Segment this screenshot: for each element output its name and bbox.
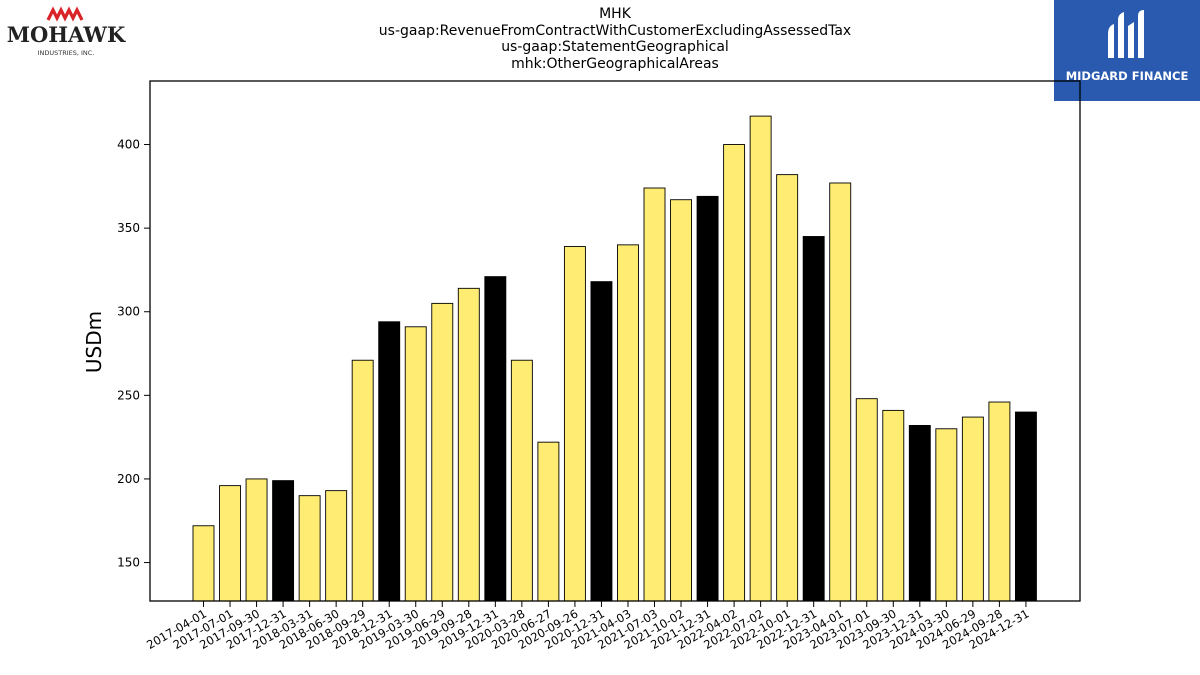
- bar: [537, 441, 560, 602]
- chart-title-concept: us-gaap:RevenueFromContractWithCustomerE…: [378, 22, 852, 39]
- bar: [192, 525, 215, 602]
- chart-title-statement: us-gaap:StatementGeographical: [501, 39, 729, 55]
- midgard-emblem-icon: [1108, 10, 1144, 58]
- chart-title-block: MHK us-gaap:RevenueFromContractWithCusto…: [0, 6, 1200, 72]
- bar: [590, 281, 613, 602]
- bar: [298, 495, 321, 602]
- mohawk-logo-subtitle: INDUSTRIES, INC.: [38, 49, 95, 57]
- bar: [749, 115, 772, 602]
- bar: [723, 144, 746, 602]
- bar: [351, 359, 374, 602]
- mohawk-logo-wordmark: MOHAWK: [7, 22, 126, 47]
- chart-title-member: mhk:OtherGeographicalAreas: [511, 55, 719, 72]
- bar: [404, 326, 427, 602]
- midgard-finance-logo: MIDGARD FINANCE: [1054, 0, 1200, 101]
- x-axis: 2017-04-012017-07-012017-09-302017-12-31…: [144, 601, 1031, 652]
- mohawk-logo: MOHAWK INDUSTRIES, INC.: [4, 4, 130, 60]
- bar: [643, 187, 666, 602]
- bar: [935, 428, 958, 602]
- bar: [325, 490, 348, 602]
- bar: [961, 416, 984, 602]
- bar: [617, 244, 639, 602]
- bar: [484, 276, 507, 602]
- y-tick-label: 300: [117, 305, 140, 319]
- bar: [908, 424, 931, 602]
- y-tick-label: 150: [117, 556, 140, 570]
- bar: [219, 485, 241, 602]
- plot-frame: [149, 80, 1081, 602]
- bar: [510, 359, 533, 602]
- bar-series: [192, 115, 1037, 602]
- bar: [882, 409, 905, 602]
- y-axis-label: USDm: [82, 311, 106, 373]
- mohawk-logo-graphic: MOHAWK INDUSTRIES, INC.: [7, 6, 126, 57]
- bar: [431, 302, 454, 602]
- bar: [272, 480, 295, 602]
- y-tick-label: 400: [117, 138, 140, 152]
- bar: [245, 478, 268, 602]
- bar: [855, 398, 878, 602]
- bar: [776, 174, 799, 602]
- y-tick-label: 350: [117, 221, 140, 235]
- bar: [457, 287, 480, 602]
- y-axis: 150 200 250 300 350 400: [117, 138, 150, 570]
- bar: [378, 321, 401, 602]
- bar: [802, 236, 825, 602]
- chart-title-ticker: MHK: [599, 6, 631, 22]
- mohawk-logo-mark: [46, 6, 84, 22]
- bar: [563, 246, 586, 602]
- bar: [670, 199, 692, 602]
- bar: [988, 401, 1011, 602]
- midgard-finance-wordmark: MIDGARD FINANCE: [1066, 69, 1189, 83]
- y-tick-label: 200: [117, 472, 140, 486]
- bar: [829, 182, 852, 602]
- y-tick-label: 250: [117, 388, 140, 402]
- midgard-finance-graphic: MIDGARD FINANCE: [1066, 10, 1189, 83]
- bar: [1014, 411, 1037, 602]
- bar: [696, 195, 719, 602]
